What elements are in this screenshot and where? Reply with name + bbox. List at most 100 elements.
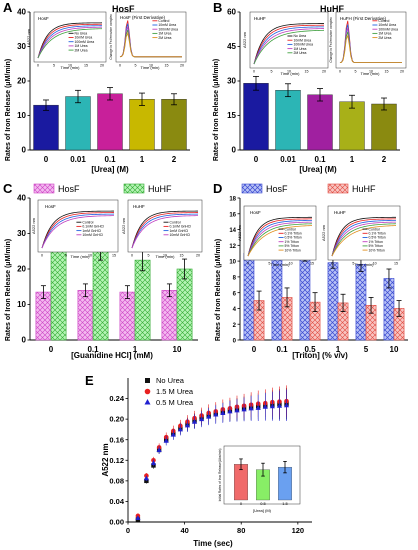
panel-a-bars	[33, 87, 187, 151]
x-tick-label: 2	[382, 155, 387, 164]
y-tick-label: 0	[22, 336, 27, 345]
x-tick-label: 1	[140, 155, 145, 164]
inset-curve	[247, 216, 312, 257]
inset-curve	[247, 220, 313, 257]
panel-a-inset2: HosF (First Derivative) Change in Fe-fer…	[109, 11, 187, 70]
y-tick-label: 4	[233, 307, 237, 313]
panel-c-inset1-xlabel: Time (min)	[71, 254, 91, 259]
panel-e-xlabel: Time (sec)	[193, 539, 233, 548]
panel-c-legend-swatch-hosf	[33, 183, 55, 194]
inset-legend-label: No Urea	[75, 32, 88, 36]
inset-curve	[253, 23, 324, 65]
inset-x-tick: 10	[373, 262, 377, 266]
panel-c-inset2: HuHF A522 nm Time (min) 0 5 10 15 20 Control0…	[121, 199, 203, 259]
panel-a-ylabel: Rates of Iron Release (μM/min)	[5, 59, 12, 161]
panel-e-legend-nourea: No Urea	[156, 376, 185, 385]
inset-x-tick: 10	[68, 64, 72, 68]
panel-d-inset2-xlabel: Time (min)	[355, 262, 375, 267]
inset-curve	[247, 218, 313, 257]
inset-legend-label: 100mM Urea	[75, 40, 95, 44]
y-tick-label: 6	[233, 291, 237, 297]
inset-legend-label: 10mM GnHCl	[170, 233, 191, 237]
bar-hosf	[271, 246, 283, 341]
x-tick-label: 5	[364, 345, 369, 354]
panel-c-xlabel: [Guanidine HCl] (mM)	[71, 351, 153, 360]
panel-d-inset1-ylabel: A522 nm	[237, 224, 242, 241]
panel-d-inset1-xlabel: Time (min)	[271, 262, 291, 267]
panel-c-legend-hosf: HosF	[58, 184, 80, 194]
panel-d-xlabel: [Triton] (% v/v)	[292, 351, 348, 360]
inset-curve	[253, 29, 325, 65]
panel-e-legend-marker-05m	[144, 399, 151, 405]
panel-d-legend-swatch-hosf	[241, 183, 263, 194]
y-tick-label: 15	[227, 111, 236, 120]
point-05m	[213, 411, 219, 417]
inset-x-tick: 1.5	[282, 501, 288, 506]
panel-e-inset-xlabel: [Urea] (M)	[253, 508, 272, 513]
inset-x-tick: 10	[88, 254, 92, 258]
x-tick-label: 0.1	[276, 345, 288, 354]
inset-curve	[37, 26, 103, 59]
inset-legend-label: 0.1% Triton	[285, 232, 302, 236]
inset-legend-label: 10% Triton	[285, 248, 301, 252]
inset-legend-label: 10% Triton	[369, 248, 385, 252]
bar	[307, 94, 333, 151]
panel-d-inset2: HuHF A522 nm Time (min) 0 5 10 15 Control0.1…	[321, 205, 401, 267]
inset-x-tick: 20	[400, 70, 404, 74]
y-tick-label: 0	[232, 146, 237, 155]
bar-huhf	[134, 259, 151, 341]
inset-x-tick: 5	[271, 70, 273, 74]
inset-legend-label: 1M Urea	[158, 32, 171, 36]
panel-e-points	[135, 385, 290, 522]
panel-c-inset2-title: HuHF	[133, 204, 145, 209]
panel-a-title: HosF	[112, 4, 135, 14]
x-tick-label: 40	[180, 526, 188, 535]
point-05m	[163, 438, 169, 443]
panel-d-legend-huhf: HuHF	[352, 184, 376, 194]
panel-b: B HuHF Rates of Iron Release (μM/min) [U…	[213, 0, 407, 174]
inset-x-tick: 5	[268, 262, 270, 266]
x-tick-label: 0.1	[87, 345, 99, 354]
inset-x-tick: 20	[100, 64, 104, 68]
point-05m	[199, 416, 205, 422]
y-tick-label: 10	[17, 111, 26, 120]
inset-legend-label: 10mM GnHCl	[82, 233, 103, 237]
panel-a-letter: A	[3, 0, 13, 15]
y-tick-label: 0.04	[109, 497, 124, 506]
inset-legend-label: No Urea	[293, 34, 306, 38]
panel-b-title: HuHF	[320, 4, 344, 14]
x-tick-label: 1	[133, 345, 138, 354]
x-tick-label: 0.01	[280, 155, 296, 164]
panel-d-legend-hosf: HosF	[266, 184, 288, 194]
inset-x-tick: 15	[385, 70, 389, 74]
y-tick-label: 0.20	[109, 415, 124, 424]
inset-legend-label: 2M Urea	[75, 48, 88, 52]
bar	[33, 104, 59, 151]
inset-curve	[37, 23, 103, 59]
y-tick-label: 14	[229, 228, 236, 234]
y-tick-label: 12	[229, 244, 236, 250]
inset-curve	[41, 212, 115, 249]
bar-hosf	[327, 262, 339, 341]
panel-c-legend-huhf: HuHF	[148, 184, 172, 194]
inset-x-tick: 10	[163, 254, 167, 258]
inset-x-tick: 0	[131, 254, 133, 258]
y-tick-label: 0.00	[109, 518, 124, 527]
y-tick-label: 10	[17, 300, 26, 309]
inset-curve	[37, 28, 103, 59]
bar-hosf	[299, 254, 311, 341]
inset-curve	[247, 223, 313, 257]
y-tick-label: 16	[229, 212, 236, 218]
inset-legend-label: Control	[158, 19, 169, 23]
inset-legend-label: 0.1mM GnHCl	[82, 225, 104, 229]
panel-e-legend-15m: 1.5 M Urea	[156, 387, 194, 396]
inset-x-tick: 5	[148, 254, 150, 258]
panel-b-inset2: HuFH (First Derivative) Change in Fe-fer…	[329, 11, 407, 76]
inset-curve	[339, 35, 402, 64]
y-tick-label: 2	[233, 323, 237, 329]
panel-a-xlabel: [Urea] (M)	[91, 165, 129, 174]
y-tick-label: 0.12	[109, 456, 124, 465]
